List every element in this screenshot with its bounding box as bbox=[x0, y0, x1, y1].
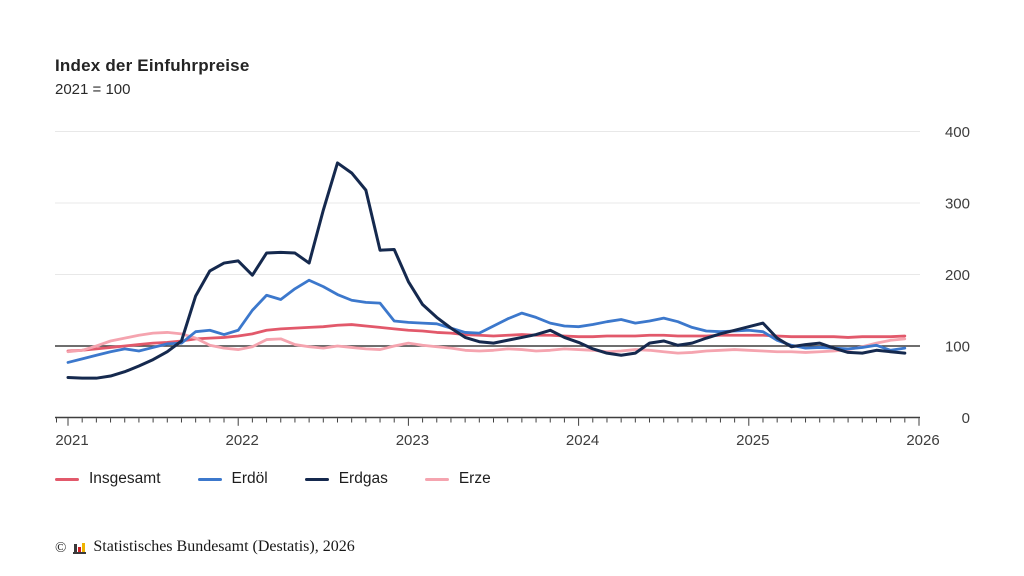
legend-label-erze: Erze bbox=[458, 470, 491, 487]
chart-title: Index der Einfuhrpreise bbox=[55, 56, 250, 75]
legend-swatch-erdoel bbox=[197, 477, 222, 481]
source-text: Statistisches Bundesamt (Destatis), 2026 bbox=[93, 538, 355, 555]
svg-text:300: 300 bbox=[945, 196, 970, 213]
copyright-footer: © Statistisches Bundesamt (Destatis), 20… bbox=[55, 538, 355, 556]
svg-text:2024: 2024 bbox=[566, 432, 599, 449]
svg-text:2023: 2023 bbox=[396, 432, 429, 449]
chart-legend: Insgesamt Erdöl Erdgas Erze bbox=[55, 470, 491, 488]
destatis-logo-icon bbox=[73, 539, 87, 554]
legend-swatch-erze bbox=[424, 477, 449, 481]
svg-text:2021: 2021 bbox=[55, 432, 88, 449]
svg-text:2022: 2022 bbox=[226, 432, 259, 449]
copyright-symbol: © bbox=[55, 540, 67, 556]
legend-label-erdoel: Erdöl bbox=[231, 470, 268, 487]
legend-swatch-insgesamt bbox=[55, 477, 79, 481]
legend-item-erdoel[interactable]: Erdöl bbox=[197, 470, 268, 488]
legend-item-erze[interactable]: Erze bbox=[424, 470, 491, 488]
import-price-index-line-chart[interactable]: 2021 2022 2023 2024 2025 2026 0 100 200 300 400 bbox=[0, 0, 1024, 460]
chart-subtitle: 2021 = 100 bbox=[55, 81, 131, 98]
legend-label-erdgas: Erdgas bbox=[338, 470, 388, 487]
svg-text:2025: 2025 bbox=[736, 432, 769, 449]
svg-text:100: 100 bbox=[945, 339, 970, 356]
legend-item-erdgas[interactable]: Erdgas bbox=[304, 470, 388, 488]
legend-swatch-erdgas bbox=[304, 477, 329, 481]
legend-item-insgesamt[interactable]: Insgesamt bbox=[55, 470, 161, 488]
svg-text:400: 400 bbox=[945, 124, 970, 141]
svg-text:2026: 2026 bbox=[906, 432, 939, 449]
legend-label-insgesamt: Insgesamt bbox=[89, 470, 161, 487]
svg-text:0: 0 bbox=[962, 410, 970, 427]
svg-text:200: 200 bbox=[945, 267, 970, 284]
